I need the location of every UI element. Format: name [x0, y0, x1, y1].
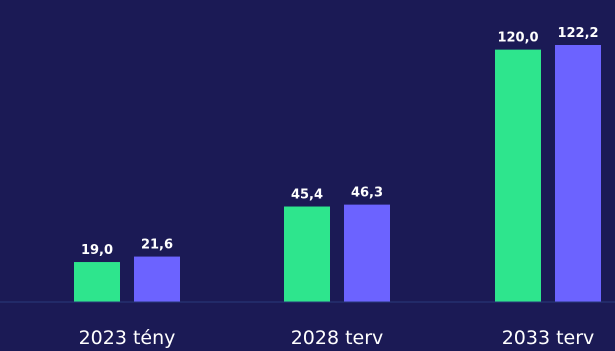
bar-2-3 [555, 45, 601, 302]
category-labels-group: 2023 tény 2028 terv 2033 terv [79, 327, 595, 349]
value-label-2-1: 21,6 [141, 238, 173, 253]
value-label-2-2: 46,3 [351, 186, 383, 201]
bar-1-1 [74, 262, 120, 302]
value-label-1-2: 45,4 [291, 188, 323, 203]
category-label-2: 2028 terv [291, 327, 384, 349]
category-label-3: 2033 terv [502, 327, 595, 349]
bar-2-2 [344, 204, 390, 302]
value-label-1-1: 19,0 [81, 243, 113, 258]
value-labels-group: 19,0 21,6 45,4 46,3 120,0 122,2 [81, 26, 599, 258]
bar-1-2 [284, 206, 330, 302]
bar-1-3 [495, 49, 541, 302]
bars-group [74, 45, 601, 302]
category-label-1: 2023 tény [79, 327, 176, 349]
value-label-2-3: 122,2 [557, 26, 598, 41]
bar-2-1 [134, 256, 180, 302]
value-label-1-3: 120,0 [497, 31, 538, 46]
